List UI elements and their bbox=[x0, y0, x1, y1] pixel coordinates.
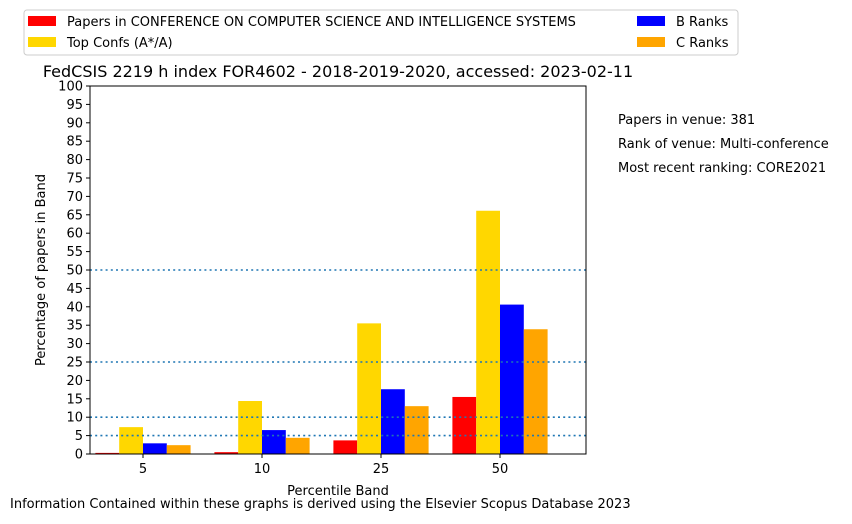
y-tick-label: 65 bbox=[66, 208, 83, 223]
bar-3-5 bbox=[143, 443, 167, 454]
y-tick-label: 5 bbox=[75, 429, 83, 444]
legend-swatch bbox=[28, 37, 56, 47]
y-tick-label: 75 bbox=[66, 172, 83, 187]
y-tick-label: 30 bbox=[66, 337, 83, 352]
chart-title: FedCSIS 2219 h index FOR4602 - 2018-2019… bbox=[43, 62, 633, 81]
bar-4-50 bbox=[523, 329, 548, 454]
legend-label: Papers in CONFERENCE ON COMPUTER SCIENCE… bbox=[67, 15, 576, 30]
side-note-rank: Rank of venue: Multi-conference bbox=[618, 137, 829, 152]
y-tick-label: 20 bbox=[66, 374, 83, 389]
x-tick-label: 10 bbox=[254, 462, 271, 477]
y-tick-label: 85 bbox=[66, 135, 83, 150]
y-tick-label: 0 bbox=[75, 448, 83, 463]
y-tick-label: 50 bbox=[66, 264, 83, 279]
bar-1-25 bbox=[333, 440, 358, 454]
legend-label: B Ranks bbox=[676, 15, 729, 30]
x-axis-label: Percentile Band bbox=[287, 484, 389, 499]
y-axis-label: Percentage of papers in Band bbox=[34, 174, 49, 366]
y-tick-label: 10 bbox=[66, 411, 83, 426]
bar-2-25 bbox=[357, 323, 381, 454]
y-tick-label: 25 bbox=[66, 356, 83, 371]
y-tick-label: 15 bbox=[66, 392, 83, 407]
bar-4-10 bbox=[285, 437, 310, 454]
y-tick-label: 95 bbox=[66, 98, 83, 113]
bar-1-10 bbox=[214, 452, 239, 454]
legend-swatch bbox=[637, 16, 665, 26]
y-tick-label: 40 bbox=[66, 300, 83, 315]
y-tick-label: 35 bbox=[66, 319, 83, 334]
bar-3-50 bbox=[500, 304, 524, 454]
legend-frame bbox=[23, 9, 739, 56]
x-tick-label: 50 bbox=[492, 462, 509, 477]
y-tick-label: 60 bbox=[66, 227, 83, 242]
y-tick-label: 70 bbox=[66, 190, 83, 205]
side-note-papers: Papers in venue: 381 bbox=[618, 113, 755, 128]
legend-label: C Ranks bbox=[676, 36, 729, 51]
y-tick-label: 55 bbox=[66, 245, 83, 260]
legend-swatch bbox=[637, 37, 665, 47]
bar-3-25 bbox=[381, 389, 405, 454]
side-notes: Papers in venue: 381 Rank of venue: Mult… bbox=[618, 113, 829, 176]
legend-swatch bbox=[28, 16, 56, 26]
bar-2-50 bbox=[476, 210, 500, 454]
plot-area: 0 5 10 15 20 25 30 35 40 45 50 55 60 65 70 75 80 85 90 95 10… bbox=[58, 80, 587, 477]
footer-note: Information Contained within these graph… bbox=[10, 497, 631, 512]
bar-2-5 bbox=[119, 427, 143, 454]
legend-label: Top Confs (A*/A) bbox=[66, 36, 173, 51]
bar-4-25 bbox=[404, 406, 429, 454]
side-note-recent-ranking: Most recent ranking: CORE2021 bbox=[618, 161, 826, 176]
x-tick-label: 5 bbox=[139, 462, 147, 477]
y-tick-label: 45 bbox=[66, 282, 83, 297]
bar-3-10 bbox=[262, 430, 286, 454]
bar-1-5 bbox=[95, 452, 120, 454]
x-tick-label: 25 bbox=[373, 462, 390, 477]
y-tick-label: 100 bbox=[58, 80, 83, 95]
bar-1-50 bbox=[452, 396, 477, 454]
y-tick-label: 80 bbox=[66, 153, 83, 168]
bar-4-5 bbox=[166, 445, 191, 454]
legend: Papers in CONFERENCE ON COMPUTER SCIENCE… bbox=[23, 9, 739, 56]
bar-2-10 bbox=[238, 401, 262, 454]
y-tick-label: 90 bbox=[66, 116, 83, 131]
